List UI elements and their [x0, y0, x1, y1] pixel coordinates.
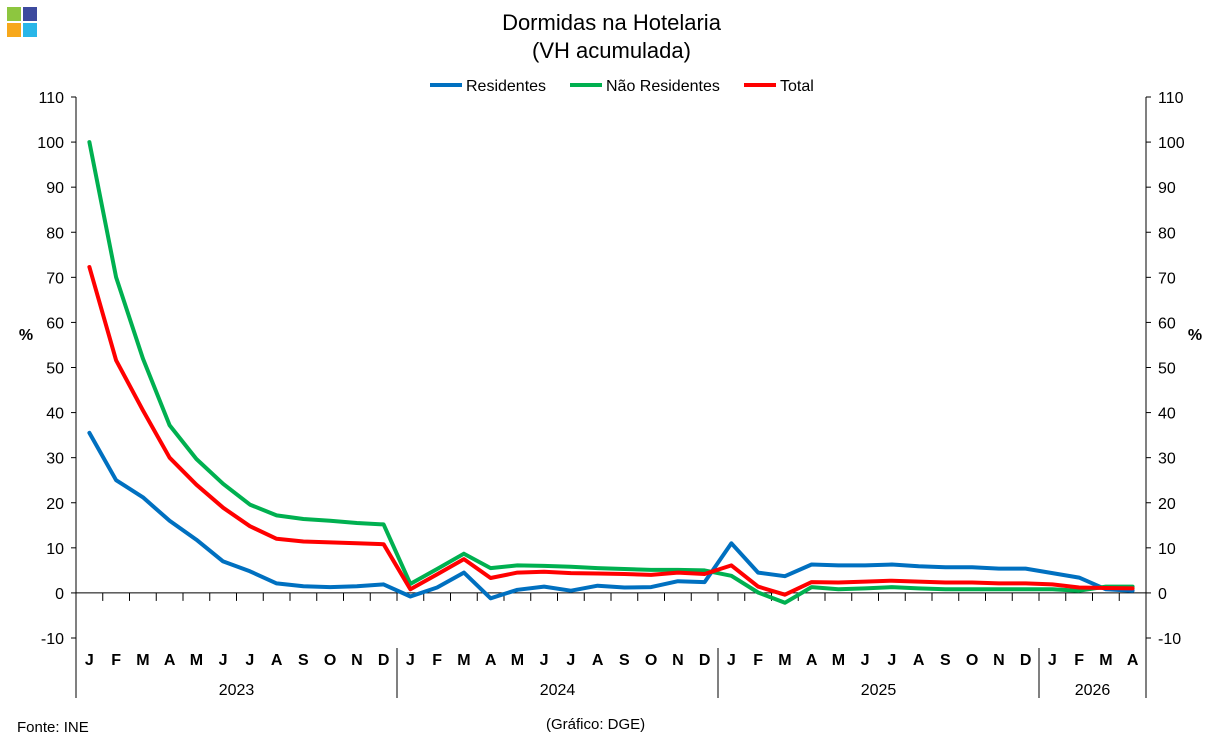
month-label: J [245, 652, 254, 669]
y-axis-label-left: % [19, 327, 33, 344]
month-label: F [111, 652, 121, 669]
y-tick-label-right: 80 [1158, 225, 1176, 242]
month-label: F [432, 652, 442, 669]
logo-square-4 [23, 23, 37, 37]
month-label: F [753, 652, 763, 669]
month-label: D [1020, 652, 1032, 669]
month-label: D [699, 652, 711, 669]
chart-title: Dormidas na Hotelaria [502, 10, 721, 35]
year-label: 2023 [219, 682, 255, 699]
y-tick-label-left: -10 [41, 631, 64, 648]
y-tick-label-right: 60 [1158, 315, 1176, 332]
month-label: F [1074, 652, 1084, 669]
y-tick-label-right: 0 [1158, 586, 1167, 603]
month-label: D [378, 652, 390, 669]
y-tick-label-right: 50 [1158, 361, 1176, 378]
y-tick-label-left: 90 [46, 180, 64, 197]
month-label: M [511, 652, 524, 669]
y-tick-label-left: 70 [46, 270, 64, 287]
month-label: O [645, 652, 657, 669]
month-label: O [966, 652, 978, 669]
month-label: J [540, 652, 549, 669]
month-label: A [913, 652, 925, 669]
legend-entry: Residentes [466, 78, 546, 95]
month-label: J [727, 652, 736, 669]
y-tick-label-right: 10 [1158, 541, 1176, 558]
y-tick-label-left: 0 [55, 586, 64, 603]
chart-credit: (Gráfico: DGE) [546, 716, 646, 733]
series-line-residentes [87, 430, 1135, 601]
month-label: A [1127, 652, 1139, 669]
month-label: M [832, 652, 845, 669]
chart-subtitle: (VH acumulada) [532, 38, 691, 63]
y-tick-label-left: 80 [46, 225, 64, 242]
month-label: J [406, 652, 415, 669]
month-label: N [993, 652, 1005, 669]
y-tick-label-left: 40 [46, 406, 64, 423]
source-note: Fonte: INE [17, 719, 89, 736]
y-tick-label-right: 110 [1158, 90, 1184, 107]
month-label: M [778, 652, 791, 669]
y-tick-label-left: 20 [46, 496, 64, 513]
y-tick-label-right: 20 [1158, 496, 1176, 513]
month-label: A [485, 652, 497, 669]
dge-logo [7, 7, 37, 37]
legend-entry: Não Residentes [606, 78, 720, 95]
logo-square-3 [7, 23, 21, 37]
legend-entry: Total [780, 78, 814, 95]
month-label: M [1099, 652, 1112, 669]
y-tick-label-right: -10 [1158, 631, 1181, 648]
month-label: J [219, 652, 228, 669]
month-label: S [619, 652, 630, 669]
y-tick-label-left: 110 [38, 90, 64, 107]
month-label: S [940, 652, 951, 669]
month-label: O [324, 652, 336, 669]
logo-square-2 [23, 7, 37, 21]
y-tick-label-right: 40 [1158, 406, 1176, 423]
year-label: 2025 [861, 682, 897, 699]
month-label: A [592, 652, 604, 669]
y-tick-label-right: 90 [1158, 180, 1176, 197]
y-tick-label-right: 30 [1158, 451, 1176, 468]
month-label: J [566, 652, 575, 669]
y-axis-label-right: % [1188, 327, 1202, 344]
y-tick-label-right: 70 [1158, 270, 1176, 287]
year-label: 2024 [540, 682, 576, 699]
y-tick-label-left: 60 [46, 315, 64, 332]
month-label: A [271, 652, 283, 669]
series-line-total [87, 265, 1135, 597]
year-label: 2026 [1075, 682, 1111, 699]
month-label: J [85, 652, 94, 669]
month-label: J [861, 652, 870, 669]
month-label: J [887, 652, 896, 669]
month-label: S [298, 652, 309, 669]
y-tick-label-left: 100 [37, 135, 64, 152]
y-tick-label-left: 30 [46, 451, 64, 468]
month-label: A [806, 652, 818, 669]
month-label: M [457, 652, 470, 669]
y-tick-label-left: 10 [46, 541, 64, 558]
y-tick-label-right: 100 [1158, 135, 1185, 152]
month-label: A [164, 652, 176, 669]
month-label: J [1048, 652, 1057, 669]
logo-square-1 [7, 7, 21, 21]
month-label: N [351, 652, 363, 669]
series-line-n-o-residentes [87, 140, 1135, 605]
month-label: N [672, 652, 684, 669]
month-label: M [190, 652, 203, 669]
month-label: M [136, 652, 149, 669]
y-tick-label-left: 50 [46, 361, 64, 378]
